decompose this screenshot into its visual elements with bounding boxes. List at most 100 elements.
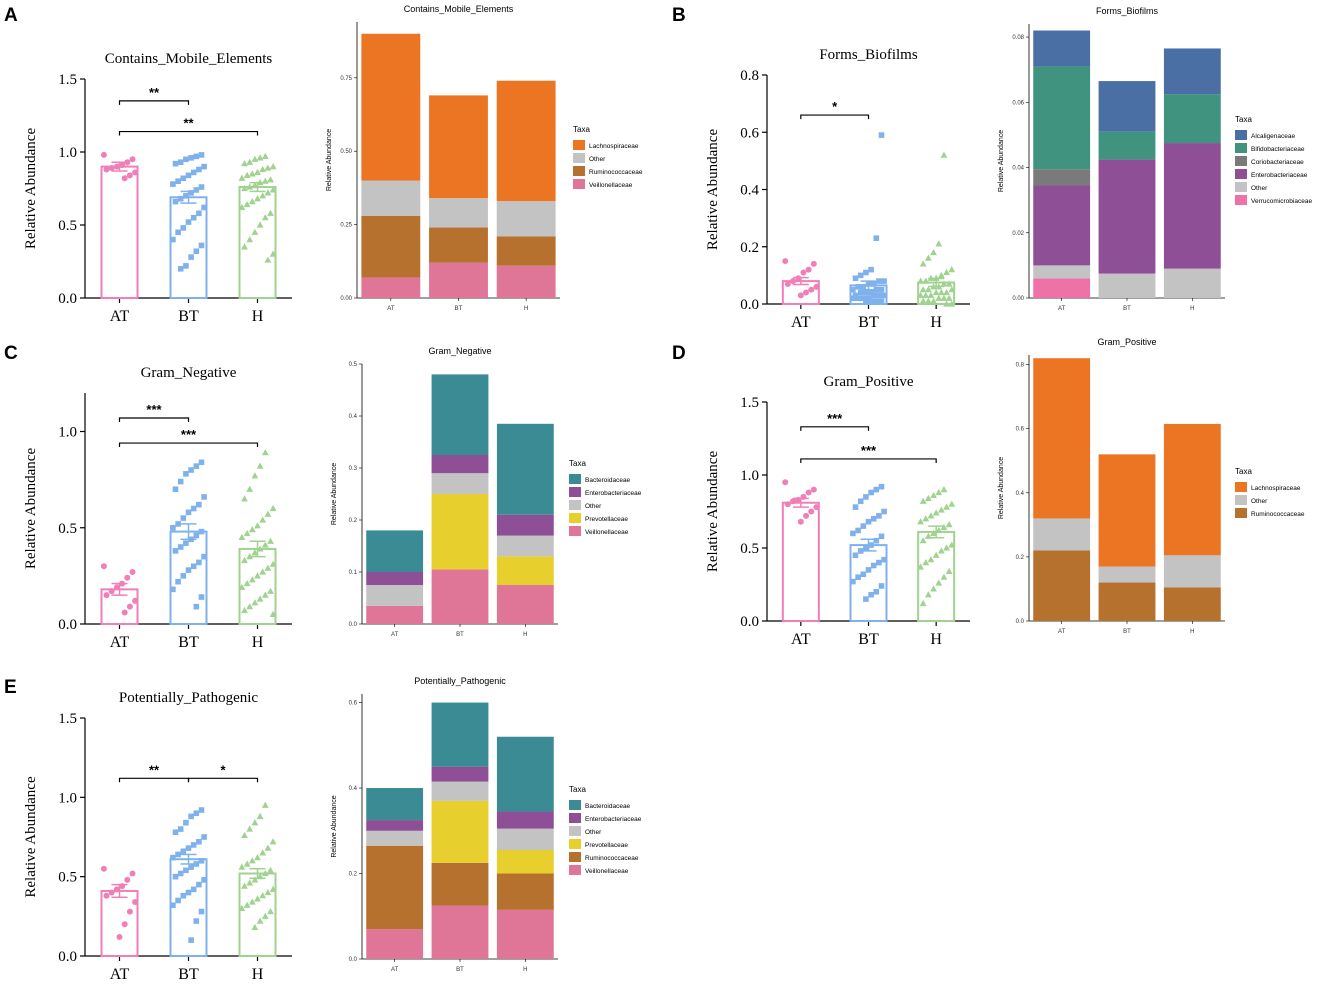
data-point: [256, 154, 264, 161]
stack-segment: [496, 423, 554, 515]
data-point: [863, 298, 869, 304]
stack-segment: [496, 909, 554, 959]
data-point: [261, 801, 269, 808]
x-tick-label: BT: [456, 967, 464, 973]
data-point: [881, 556, 887, 563]
stack-segment: [1163, 48, 1221, 95]
stack-segment: [496, 80, 556, 202]
data-point: [183, 540, 189, 546]
data-point: [251, 599, 259, 606]
data-point: [190, 886, 197, 893]
y-tick-label: 1.5: [58, 711, 77, 727]
y-tick-label: 0.00: [340, 296, 352, 302]
data-point: [175, 229, 181, 236]
y-tick-label: 0.0: [58, 949, 77, 965]
data-point: [865, 281, 872, 287]
data-point: [259, 892, 267, 899]
data-point: [238, 583, 246, 591]
legend-swatch: [573, 140, 585, 150]
data-point: [937, 506, 945, 513]
data-point: [937, 547, 945, 554]
legend-swatch: [569, 513, 581, 523]
data-point: [119, 162, 126, 169]
y-tick-label: 0.4: [740, 183, 759, 199]
data-point: [865, 567, 872, 573]
data-point: [190, 214, 197, 221]
legend-swatch: [1235, 156, 1247, 166]
legend-title: Taxa: [569, 459, 586, 468]
significance-bracket: [800, 114, 870, 120]
data-point: [852, 275, 859, 282]
data-point: [132, 169, 139, 176]
y-tick-label: 0.25: [340, 223, 352, 229]
data-point: [129, 156, 136, 163]
data-point: [860, 295, 867, 302]
data-point: [876, 292, 882, 299]
significance-label: **: [149, 85, 160, 100]
x-tick-label: H: [930, 314, 942, 331]
data-point: [172, 160, 179, 167]
data-point: [935, 488, 943, 496]
data-point: [175, 578, 181, 585]
data-point: [870, 281, 877, 287]
stack-segment: [496, 828, 554, 851]
stack-segment: [431, 473, 489, 494]
y-tick-label: 0.5: [58, 218, 77, 234]
y-tick-label: 0.2: [740, 240, 759, 256]
data-point: [881, 278, 887, 284]
data-point: [261, 152, 269, 159]
data-point: [113, 163, 120, 170]
x-tick-label: AT: [387, 306, 395, 312]
panel-letter: E: [4, 677, 17, 698]
data-point: [196, 501, 202, 508]
data-point: [129, 569, 136, 576]
stack-segment: [1098, 454, 1156, 567]
data-point: [876, 278, 882, 284]
stack-segment: [366, 572, 424, 585]
dot-bar-chart: Contains_Mobile_Elements 0.0 0.5 1.0 1.5 Rela…: [23, 51, 292, 325]
legend-label: Bacteroidaceae: [585, 803, 631, 810]
data-point: [264, 510, 272, 517]
data-point: [919, 286, 927, 293]
data-point: [121, 921, 128, 928]
stack-segment: [1098, 273, 1156, 298]
y-tick-label: 0.4: [349, 786, 358, 792]
y-tick-label: 0.5: [58, 870, 77, 886]
stack-segment: [1163, 94, 1221, 144]
data-point: [256, 812, 264, 819]
data-point: [878, 533, 885, 540]
stack-segment: [429, 95, 488, 199]
x-tick-label: BT: [178, 634, 199, 651]
y-tick-label: 1.0: [58, 425, 77, 441]
data-point: [201, 877, 207, 883]
data-point: [201, 494, 207, 500]
data-point: [790, 278, 797, 285]
data-point: [264, 888, 272, 896]
data-point: [248, 198, 256, 205]
y-tick-label: 1.5: [740, 395, 759, 411]
y-tick-label: 0.75: [340, 76, 352, 82]
data-point: [198, 459, 205, 466]
x-tick-label: AT: [110, 966, 130, 983]
panel-letter: B: [672, 5, 686, 26]
y-tick-label: 1.0: [58, 790, 77, 806]
data-point: [170, 854, 176, 861]
data-point: [241, 831, 248, 839]
data-point: [924, 532, 932, 539]
stack-segment: [1163, 143, 1221, 269]
legend-label: Ruminococcaceae: [1251, 511, 1305, 518]
data-point: [948, 500, 956, 507]
legend-swatch: [569, 487, 581, 497]
data-point: [873, 589, 880, 595]
stack-segment: [431, 766, 489, 782]
data-point: [878, 483, 885, 490]
data-point: [932, 274, 940, 281]
data-point: [267, 587, 274, 594]
legend-label: Enterobacteriaceae: [1251, 172, 1308, 179]
stack-segment: [431, 494, 489, 570]
data-point: [241, 184, 248, 192]
stack-segment: [431, 455, 489, 474]
data-point: [943, 503, 950, 510]
y-axis-label: Relative Abundance: [326, 129, 333, 191]
data-point: [172, 486, 179, 493]
